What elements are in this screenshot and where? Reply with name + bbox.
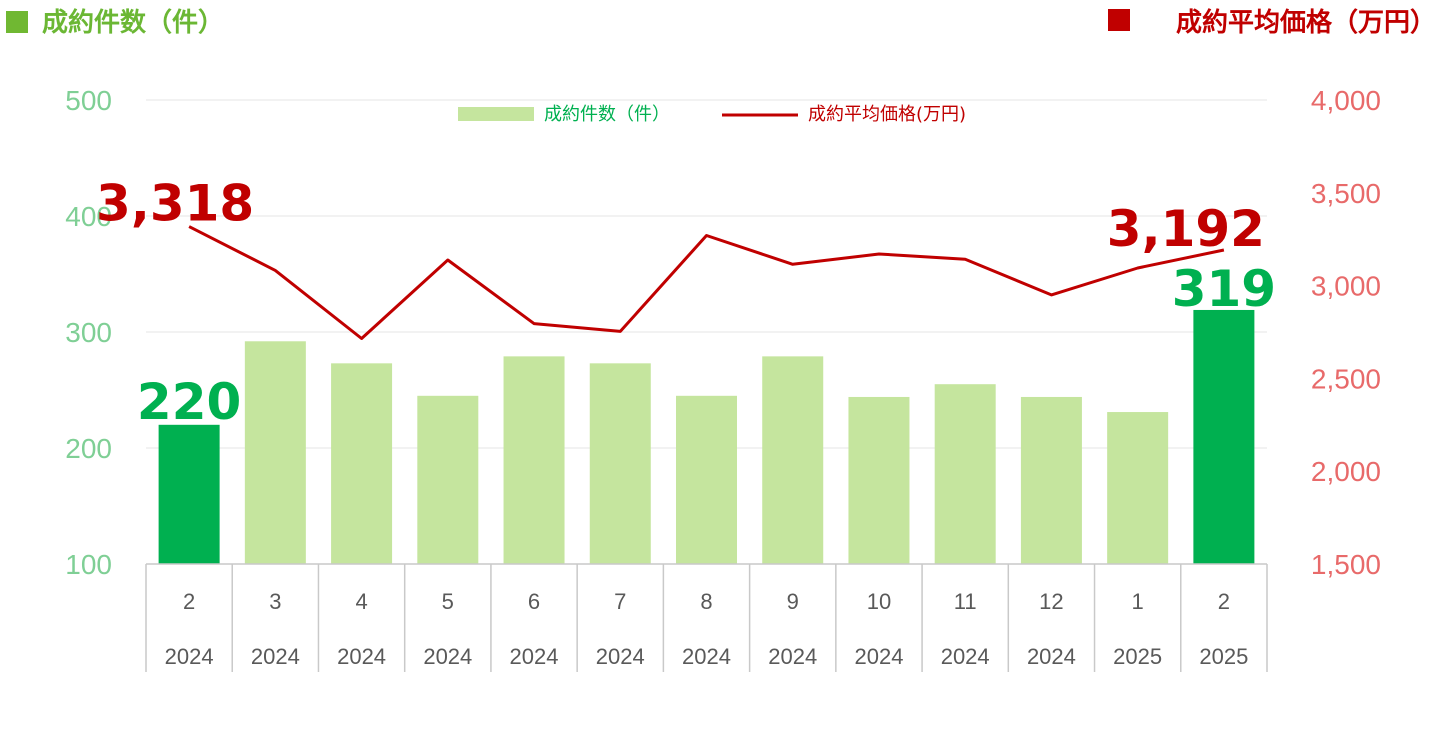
bar-series: [158, 309, 1255, 564]
x-tick-label: 3: [269, 589, 281, 614]
right-axis: 1,500 2,000 2,500 3,000 3,500 4,000: [1311, 85, 1381, 580]
right-tick-label: 4,000: [1311, 85, 1381, 116]
x-year-label: 2024: [337, 644, 386, 669]
x-year-label: 2024: [165, 644, 214, 669]
x-tick-label: 2: [183, 589, 195, 614]
left-axis: 100 200 300 400 500: [65, 85, 112, 580]
x-year-label: 2024: [510, 644, 559, 669]
left-tick-label: 200: [65, 433, 112, 464]
x-year-label: 2024: [768, 644, 817, 669]
right-tick-label: 3,500: [1311, 178, 1381, 209]
x-year-label: 2025: [1113, 644, 1162, 669]
left-tick-label: 400: [65, 201, 112, 232]
right-tick-label: 2,000: [1311, 456, 1381, 487]
x-axis: 2 2024 3 2024 4 2024 5 2024 6 2024 7 2024 8 2024 9 2024…: [145, 563, 1268, 672]
price-line: [188, 225, 1225, 340]
x-tick-label: 9: [787, 589, 799, 614]
right-tick-label: 3,000: [1311, 271, 1381, 302]
x-tick-label: 5: [442, 589, 454, 614]
x-year-label: 2024: [251, 644, 300, 669]
x-year-label: 2025: [1199, 644, 1248, 669]
x-tick-label: 10: [867, 589, 891, 614]
bar: [331, 363, 393, 564]
left-axis-title: 成約件数（件）: [42, 7, 224, 38]
bar: [1020, 396, 1082, 564]
bar: [417, 395, 479, 564]
bar: [503, 356, 565, 564]
x-year-label: 2024: [596, 644, 645, 669]
x-year-label: 2024: [941, 644, 990, 669]
bar: [676, 395, 737, 564]
bar: [1193, 309, 1255, 564]
left-tick-label: 500: [65, 85, 112, 116]
legend-bar-label: 成約件数（件）: [544, 104, 670, 125]
data-labels: 220 319 3,318 3,192: [96, 175, 1276, 431]
legend-line-label: 成約平均価格(万円): [808, 104, 966, 125]
x-tick-label: 12: [1039, 589, 1063, 614]
right-tick-label: 1,500: [1311, 549, 1381, 580]
x-tick-label: 6: [528, 589, 540, 614]
right-tick-label: 2,500: [1311, 363, 1381, 394]
right-title-square-icon: [1108, 9, 1130, 31]
x-tick-label: 7: [614, 589, 626, 614]
line-label-first: 3,318: [96, 175, 254, 233]
bar: [848, 396, 910, 564]
x-tick-label: 1: [1132, 589, 1144, 614]
bar: [244, 341, 306, 564]
line-label-last: 3,192: [1107, 200, 1265, 258]
x-tick-label: 2: [1218, 589, 1230, 614]
bar: [589, 363, 651, 564]
legend: 成約件数（件） 成約平均価格(万円): [458, 104, 966, 125]
legend-bar-swatch: [458, 107, 534, 121]
x-year-label: 2024: [423, 644, 472, 669]
bar: [762, 356, 824, 564]
x-tick-label: 11: [954, 589, 977, 614]
bar-label-first: 220: [137, 373, 241, 431]
x-year-label: 2024: [1027, 644, 1076, 669]
left-tick-label: 100: [65, 549, 112, 580]
bar: [1107, 412, 1169, 564]
right-axis-title: 成約平均価格（万円）: [1176, 7, 1436, 38]
left-tick-label: 300: [65, 317, 112, 348]
bar: [934, 384, 996, 564]
bar-label-last: 319: [1172, 260, 1276, 318]
x-year-label: 2024: [854, 644, 903, 669]
x-tick-label: 8: [700, 589, 712, 614]
bar: [158, 424, 220, 564]
x-tick-label: 4: [355, 589, 367, 614]
left-title-square-icon: [6, 11, 28, 33]
x-year-label: 2024: [682, 644, 731, 669]
line-series: [188, 225, 1225, 340]
